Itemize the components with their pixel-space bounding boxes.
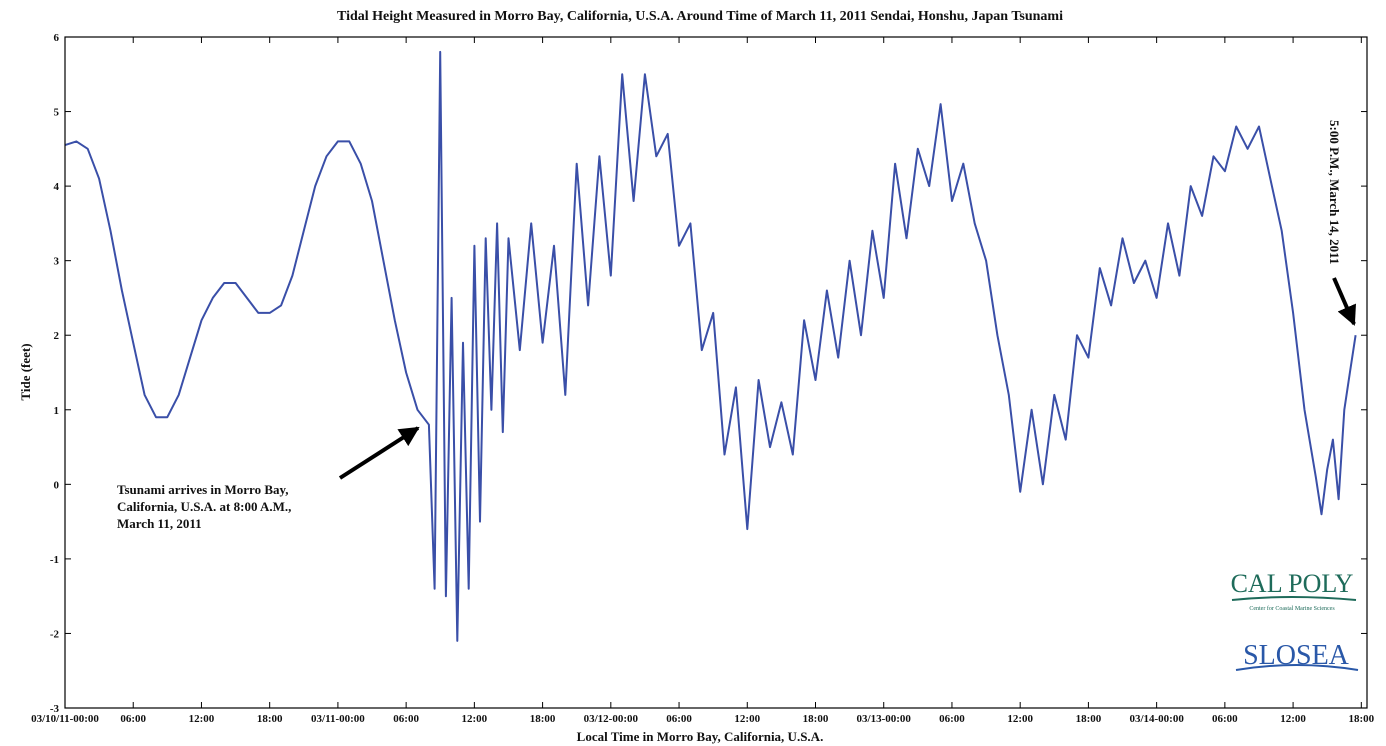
logo: CAL POLY [1231, 569, 1354, 598]
x-tick-label: 06:00 [120, 713, 146, 725]
annotation: 5:00 P.M., March 14, 2011 [1327, 120, 1342, 264]
x-axis-label: Local Time in Morro Bay, California, U.S… [577, 729, 824, 744]
line-series [64, 50, 1357, 642]
x-tick-label: 12:00 [189, 713, 215, 725]
annotation: March 11, 2011 [117, 516, 202, 531]
x-tick-label: 12:00 [734, 713, 760, 725]
y-tick-label: 6 [54, 32, 60, 44]
y-tick-label: 5 [54, 107, 60, 119]
y-tick-label: -3 [50, 703, 60, 715]
x-tick-label: 06:00 [666, 713, 692, 725]
x-tick-label: 18:00 [530, 713, 556, 725]
x-tick-label: 03/14-00:00 [1129, 713, 1184, 725]
logo-swoosh [1235, 664, 1359, 671]
x-tick-label: 06:00 [393, 713, 419, 725]
x-tick-label: 12:00 [1280, 713, 1306, 725]
y-tick-label: 0 [54, 479, 60, 491]
x-tick-label: 06:00 [939, 713, 965, 725]
y-tick-label: 1 [54, 405, 60, 417]
x-tick-label: 12:00 [462, 713, 488, 725]
annotation-arrow [338, 426, 420, 480]
x-tick-label: 03/10/11-00:00 [31, 713, 99, 725]
chart-title: Tidal Height Measured in Morro Bay, Cali… [337, 9, 1063, 24]
logo-subtitle: Center for Coastal Marine Sciences [1249, 605, 1335, 612]
y-axis-label: Tide (feet) [18, 343, 33, 400]
x-tick-label: 03/13-00:00 [857, 713, 912, 725]
y-tick-label: 3 [54, 256, 60, 268]
x-tick-label: 03/12-00:00 [584, 713, 639, 725]
x-tick-label: 12:00 [1007, 713, 1033, 725]
y-tick-label: 2 [54, 330, 60, 342]
x-tick-label: 18:00 [803, 713, 829, 725]
x-tick-label: 18:00 [257, 713, 283, 725]
annotation-arrow [1332, 277, 1356, 326]
annotation: Tsunami arrives in Morro Bay, [117, 482, 289, 497]
y-tick-label: -1 [50, 554, 59, 566]
plot-frame [64, 36, 1368, 709]
annotation: California, U.S.A. at 8:00 A.M., [117, 499, 291, 514]
x-tick-label: 18:00 [1076, 713, 1102, 725]
y-tick-label: -2 [50, 628, 60, 640]
logo-swoosh [1231, 596, 1357, 601]
x-tick-label: 03/11-00:00 [311, 713, 365, 725]
y-tick-label: 4 [54, 181, 60, 193]
x-tick-label: 18:00 [1348, 713, 1374, 725]
x-tick-label: 06:00 [1212, 713, 1238, 725]
plot-area: -3 -2 -1 0 1 2 3 4 5 6 03/10/11-00:00 06:00 12:00 18:… [31, 32, 1375, 725]
